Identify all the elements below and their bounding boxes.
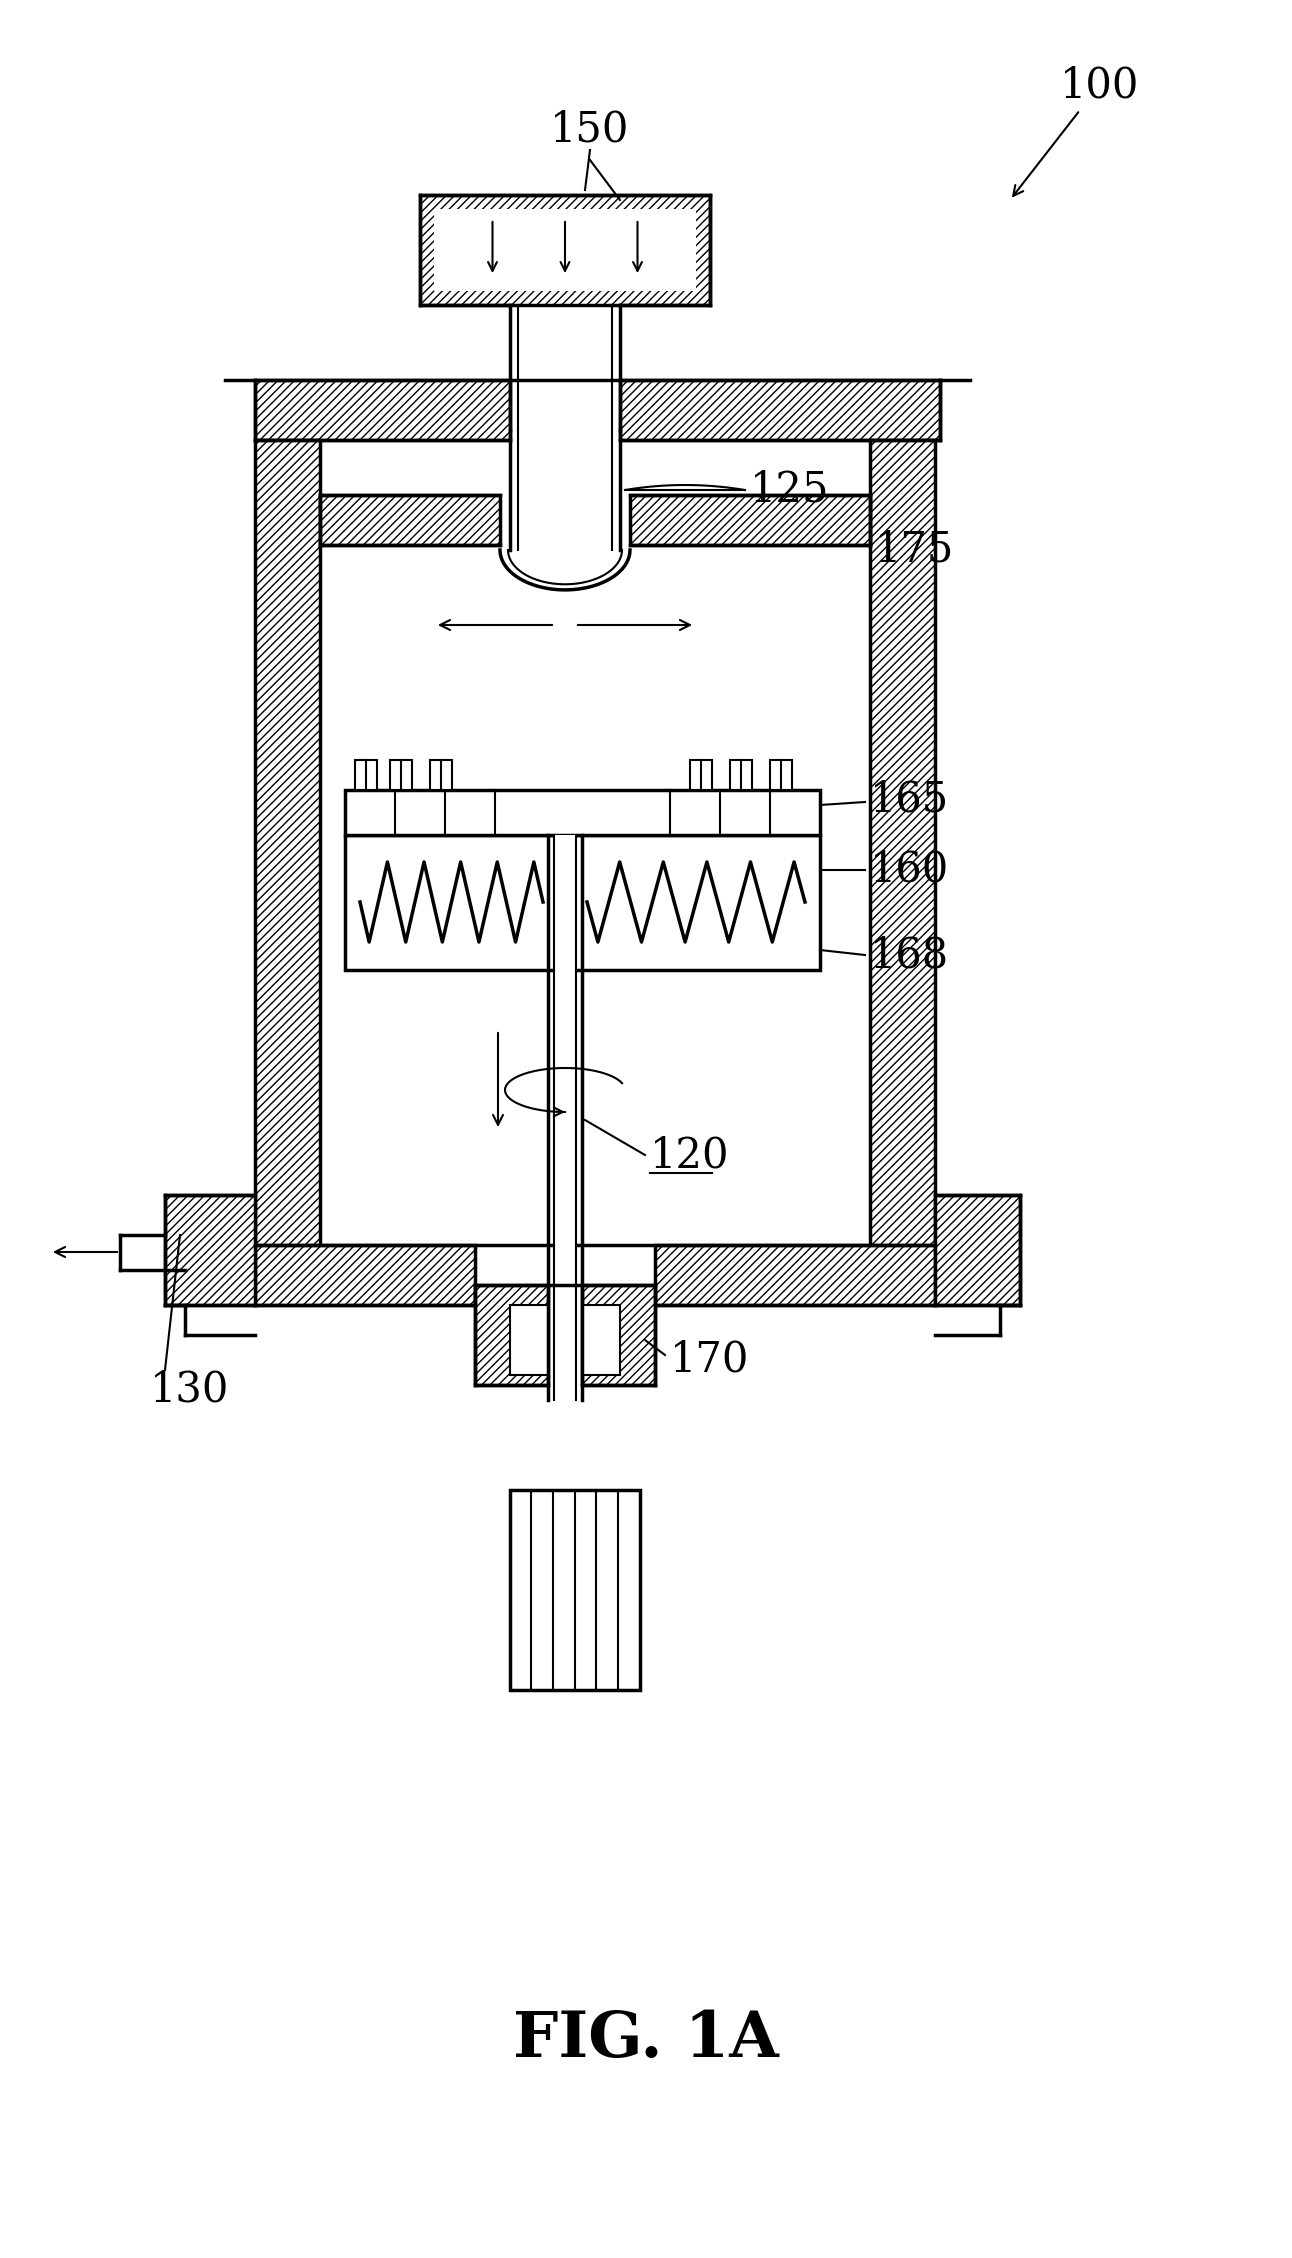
Bar bbox=[620, 379, 941, 440]
Bar bbox=[345, 790, 820, 835]
Bar bbox=[255, 1244, 475, 1305]
Bar bbox=[510, 1490, 640, 1689]
Text: 168: 168 bbox=[870, 935, 950, 975]
Bar bbox=[475, 1285, 548, 1384]
Bar bbox=[430, 761, 452, 790]
Bar bbox=[870, 440, 935, 1296]
Bar bbox=[935, 1194, 1019, 1305]
Bar bbox=[390, 761, 412, 790]
Bar bbox=[655, 1244, 935, 1305]
Bar bbox=[420, 194, 711, 305]
Bar bbox=[630, 495, 870, 544]
Bar bbox=[581, 1285, 655, 1384]
Bar bbox=[510, 1305, 548, 1375]
Text: 125: 125 bbox=[749, 470, 829, 510]
Text: FIG. 1A: FIG. 1A bbox=[513, 2010, 779, 2071]
Bar bbox=[255, 440, 320, 1296]
Bar bbox=[165, 1194, 255, 1305]
Text: 160: 160 bbox=[870, 849, 950, 892]
Bar bbox=[320, 495, 500, 544]
Text: 120: 120 bbox=[650, 1134, 730, 1176]
Bar bbox=[581, 1305, 620, 1375]
Text: 170: 170 bbox=[671, 1339, 749, 1382]
Bar bbox=[690, 761, 712, 790]
Bar bbox=[345, 835, 820, 971]
Text: 175: 175 bbox=[875, 528, 955, 571]
Text: 150: 150 bbox=[550, 108, 629, 151]
Bar bbox=[730, 761, 752, 790]
Bar bbox=[554, 835, 576, 1400]
Text: 165: 165 bbox=[870, 779, 950, 822]
Bar bbox=[355, 761, 377, 790]
Bar bbox=[434, 210, 696, 291]
Bar bbox=[770, 761, 792, 790]
Text: 130: 130 bbox=[150, 1368, 230, 1411]
Text: 100: 100 bbox=[1061, 63, 1140, 106]
Bar bbox=[255, 379, 510, 440]
